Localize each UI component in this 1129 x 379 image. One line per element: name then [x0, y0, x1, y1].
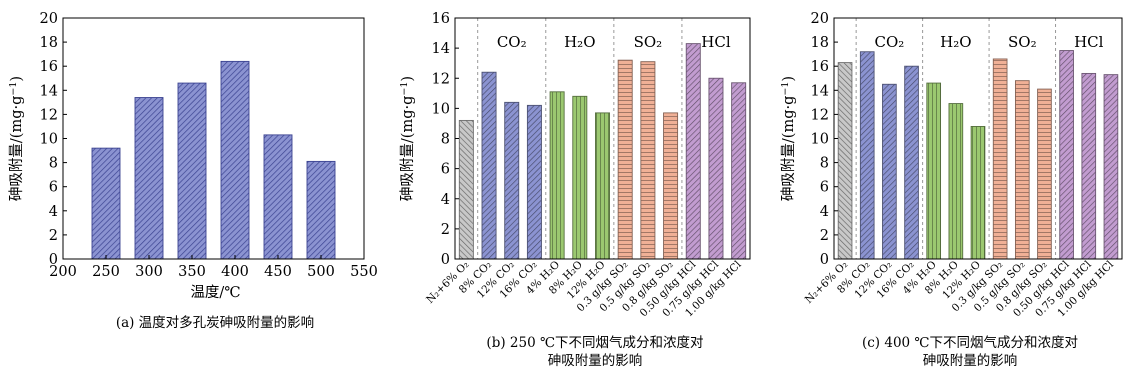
bar — [904, 65, 919, 260]
x-tick-label: 500 — [307, 264, 335, 280]
y-tick-label: 12 — [811, 107, 829, 123]
y-tick-label: 8 — [49, 156, 58, 172]
y-tick-label: 16 — [432, 11, 450, 27]
y-tick-label: 2 — [820, 228, 829, 244]
y-tick-label: 10 — [40, 132, 58, 148]
bar — [458, 119, 474, 260]
x-tick-label: 450 — [264, 264, 292, 280]
bar — [177, 82, 207, 260]
x-tick-label: 200 — [49, 264, 77, 280]
bar — [526, 104, 542, 260]
y-axis-label: 砷吸附量/(mg·g−1) — [780, 76, 797, 201]
y-tick-label: 12 — [40, 107, 58, 123]
y-axis-label: 砷吸附量/(mg·g−1) — [399, 76, 416, 201]
x-axis-label: 温度/℃ — [190, 284, 240, 301]
x-tick-label: 400 — [221, 264, 249, 280]
y-tick-label: 8 — [441, 132, 450, 148]
bar — [731, 82, 747, 260]
bar — [1103, 74, 1119, 260]
y-tick-label: 6 — [820, 180, 829, 196]
group-label: HCl — [701, 33, 731, 51]
y-tick-label: 10 — [432, 101, 450, 117]
bar — [220, 60, 250, 260]
group-label: H₂O — [940, 33, 971, 51]
caption-b-line1: (b) 250 ℃下不同烟气成分和浓度对 — [486, 335, 704, 351]
bar — [640, 61, 656, 260]
x-tick-label: 250 — [92, 264, 120, 280]
bar — [617, 59, 633, 260]
y-tick-label: 16 — [811, 59, 829, 75]
bar — [1014, 80, 1030, 260]
bar — [595, 112, 610, 260]
y-tick-label: 20 — [40, 11, 58, 27]
y-tick-label: 12 — [432, 71, 450, 87]
bar — [708, 77, 724, 260]
x-tick-label: 350 — [178, 264, 206, 280]
group-label: CO₂ — [497, 33, 527, 51]
bar — [549, 91, 565, 260]
y-tick-label: 14 — [432, 41, 450, 57]
caption-a: (a) 温度对多孔炭砷吸附量的影响 — [115, 315, 315, 331]
y-tick-label: 0 — [820, 252, 829, 268]
caption-c-line1: (c) 400 ℃下不同烟气成分和浓度对 — [861, 335, 1079, 351]
bar — [948, 103, 964, 260]
bar — [1037, 88, 1052, 260]
y-tick-label: 18 — [40, 35, 58, 51]
chart-a-temperature: 0 2 4 6 8 10 12 14 16 18 20 200 250 300 350 400 450 500 55… — [8, 11, 378, 301]
x-tick-label: 300 — [135, 264, 163, 280]
y-tick-label: 4 — [441, 192, 450, 208]
bar — [504, 101, 520, 260]
caption-c-line2: 砷吸附量的影响 — [922, 353, 1018, 369]
bar — [926, 82, 942, 260]
bar — [663, 112, 679, 260]
group-label: CO₂ — [874, 33, 904, 51]
group-label: HCl — [1074, 33, 1104, 51]
group-label: SO₂ — [1008, 33, 1037, 51]
bar — [970, 125, 986, 260]
x-tick-label: 550 — [350, 264, 378, 280]
group-label: H₂O — [564, 33, 595, 51]
y-tick-label: 0 — [49, 252, 58, 268]
bar — [685, 43, 701, 260]
bar — [1059, 50, 1074, 260]
y-tick-label: 4 — [820, 204, 829, 220]
y-tick-label: 2 — [49, 228, 58, 244]
bar — [882, 83, 897, 260]
bar — [263, 134, 293, 260]
y-tick-label: 14 — [811, 83, 829, 99]
y-tick-label: 10 — [811, 132, 829, 148]
y-tick-label: 18 — [811, 35, 829, 51]
y-axis-label: 砷吸附量/(mg·g−1) — [8, 76, 25, 201]
y-tick-label: 4 — [49, 204, 58, 220]
bar — [134, 97, 164, 260]
bar — [572, 95, 588, 260]
group-label: SO₂ — [634, 33, 663, 51]
y-tick-label: 6 — [49, 180, 58, 196]
y-tick-label: 2 — [441, 222, 450, 238]
bar — [859, 51, 875, 260]
y-tick-label: 0 — [441, 252, 450, 268]
y-tick-label: 14 — [40, 83, 58, 99]
bar — [481, 71, 497, 260]
bar — [306, 160, 336, 260]
y-tick-label: 6 — [441, 162, 450, 178]
bar — [837, 62, 853, 260]
caption-b-line2: 砷吸附量的影响 — [547, 353, 643, 369]
bar — [1081, 72, 1097, 260]
bar — [91, 147, 121, 260]
y-tick-label: 20 — [811, 11, 829, 27]
bar — [992, 58, 1008, 260]
y-tick-label: 8 — [820, 156, 829, 172]
y-tick-label: 16 — [40, 59, 58, 75]
